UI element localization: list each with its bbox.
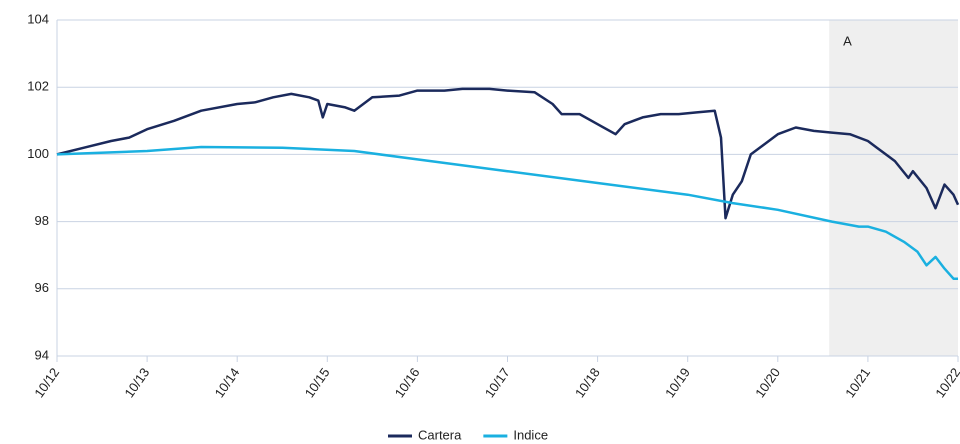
shaded-region: [829, 20, 958, 356]
x-tick-label: 10/18: [572, 365, 603, 400]
x-tick-label: 10/14: [212, 365, 243, 400]
x-tick-label: 10/16: [392, 365, 423, 400]
y-tick-label: 94: [35, 347, 49, 362]
y-tick-label: 104: [27, 11, 49, 26]
x-tick-label: 10/12: [31, 365, 62, 400]
x-tick-label: 10/21: [842, 365, 873, 400]
x-tick-label: 10/13: [121, 365, 152, 400]
legend-label: Cartera: [418, 427, 462, 442]
series-line: [56, 87, 960, 220]
x-tick-label: 10/22: [932, 365, 960, 400]
legend-label: Indice: [513, 427, 548, 442]
y-tick-label: 96: [35, 280, 49, 295]
series-line: [56, 145, 958, 280]
x-tick-label: 10/20: [752, 365, 783, 400]
x-tick-label: 10/19: [662, 365, 693, 400]
y-tick-label: 100: [27, 146, 49, 161]
y-tick-label: 98: [35, 213, 49, 228]
x-tick-label: 10/17: [482, 365, 513, 400]
x-tick-label: 10/15: [302, 365, 333, 400]
y-tick-label: 102: [27, 79, 49, 94]
region-label: A: [843, 33, 852, 48]
